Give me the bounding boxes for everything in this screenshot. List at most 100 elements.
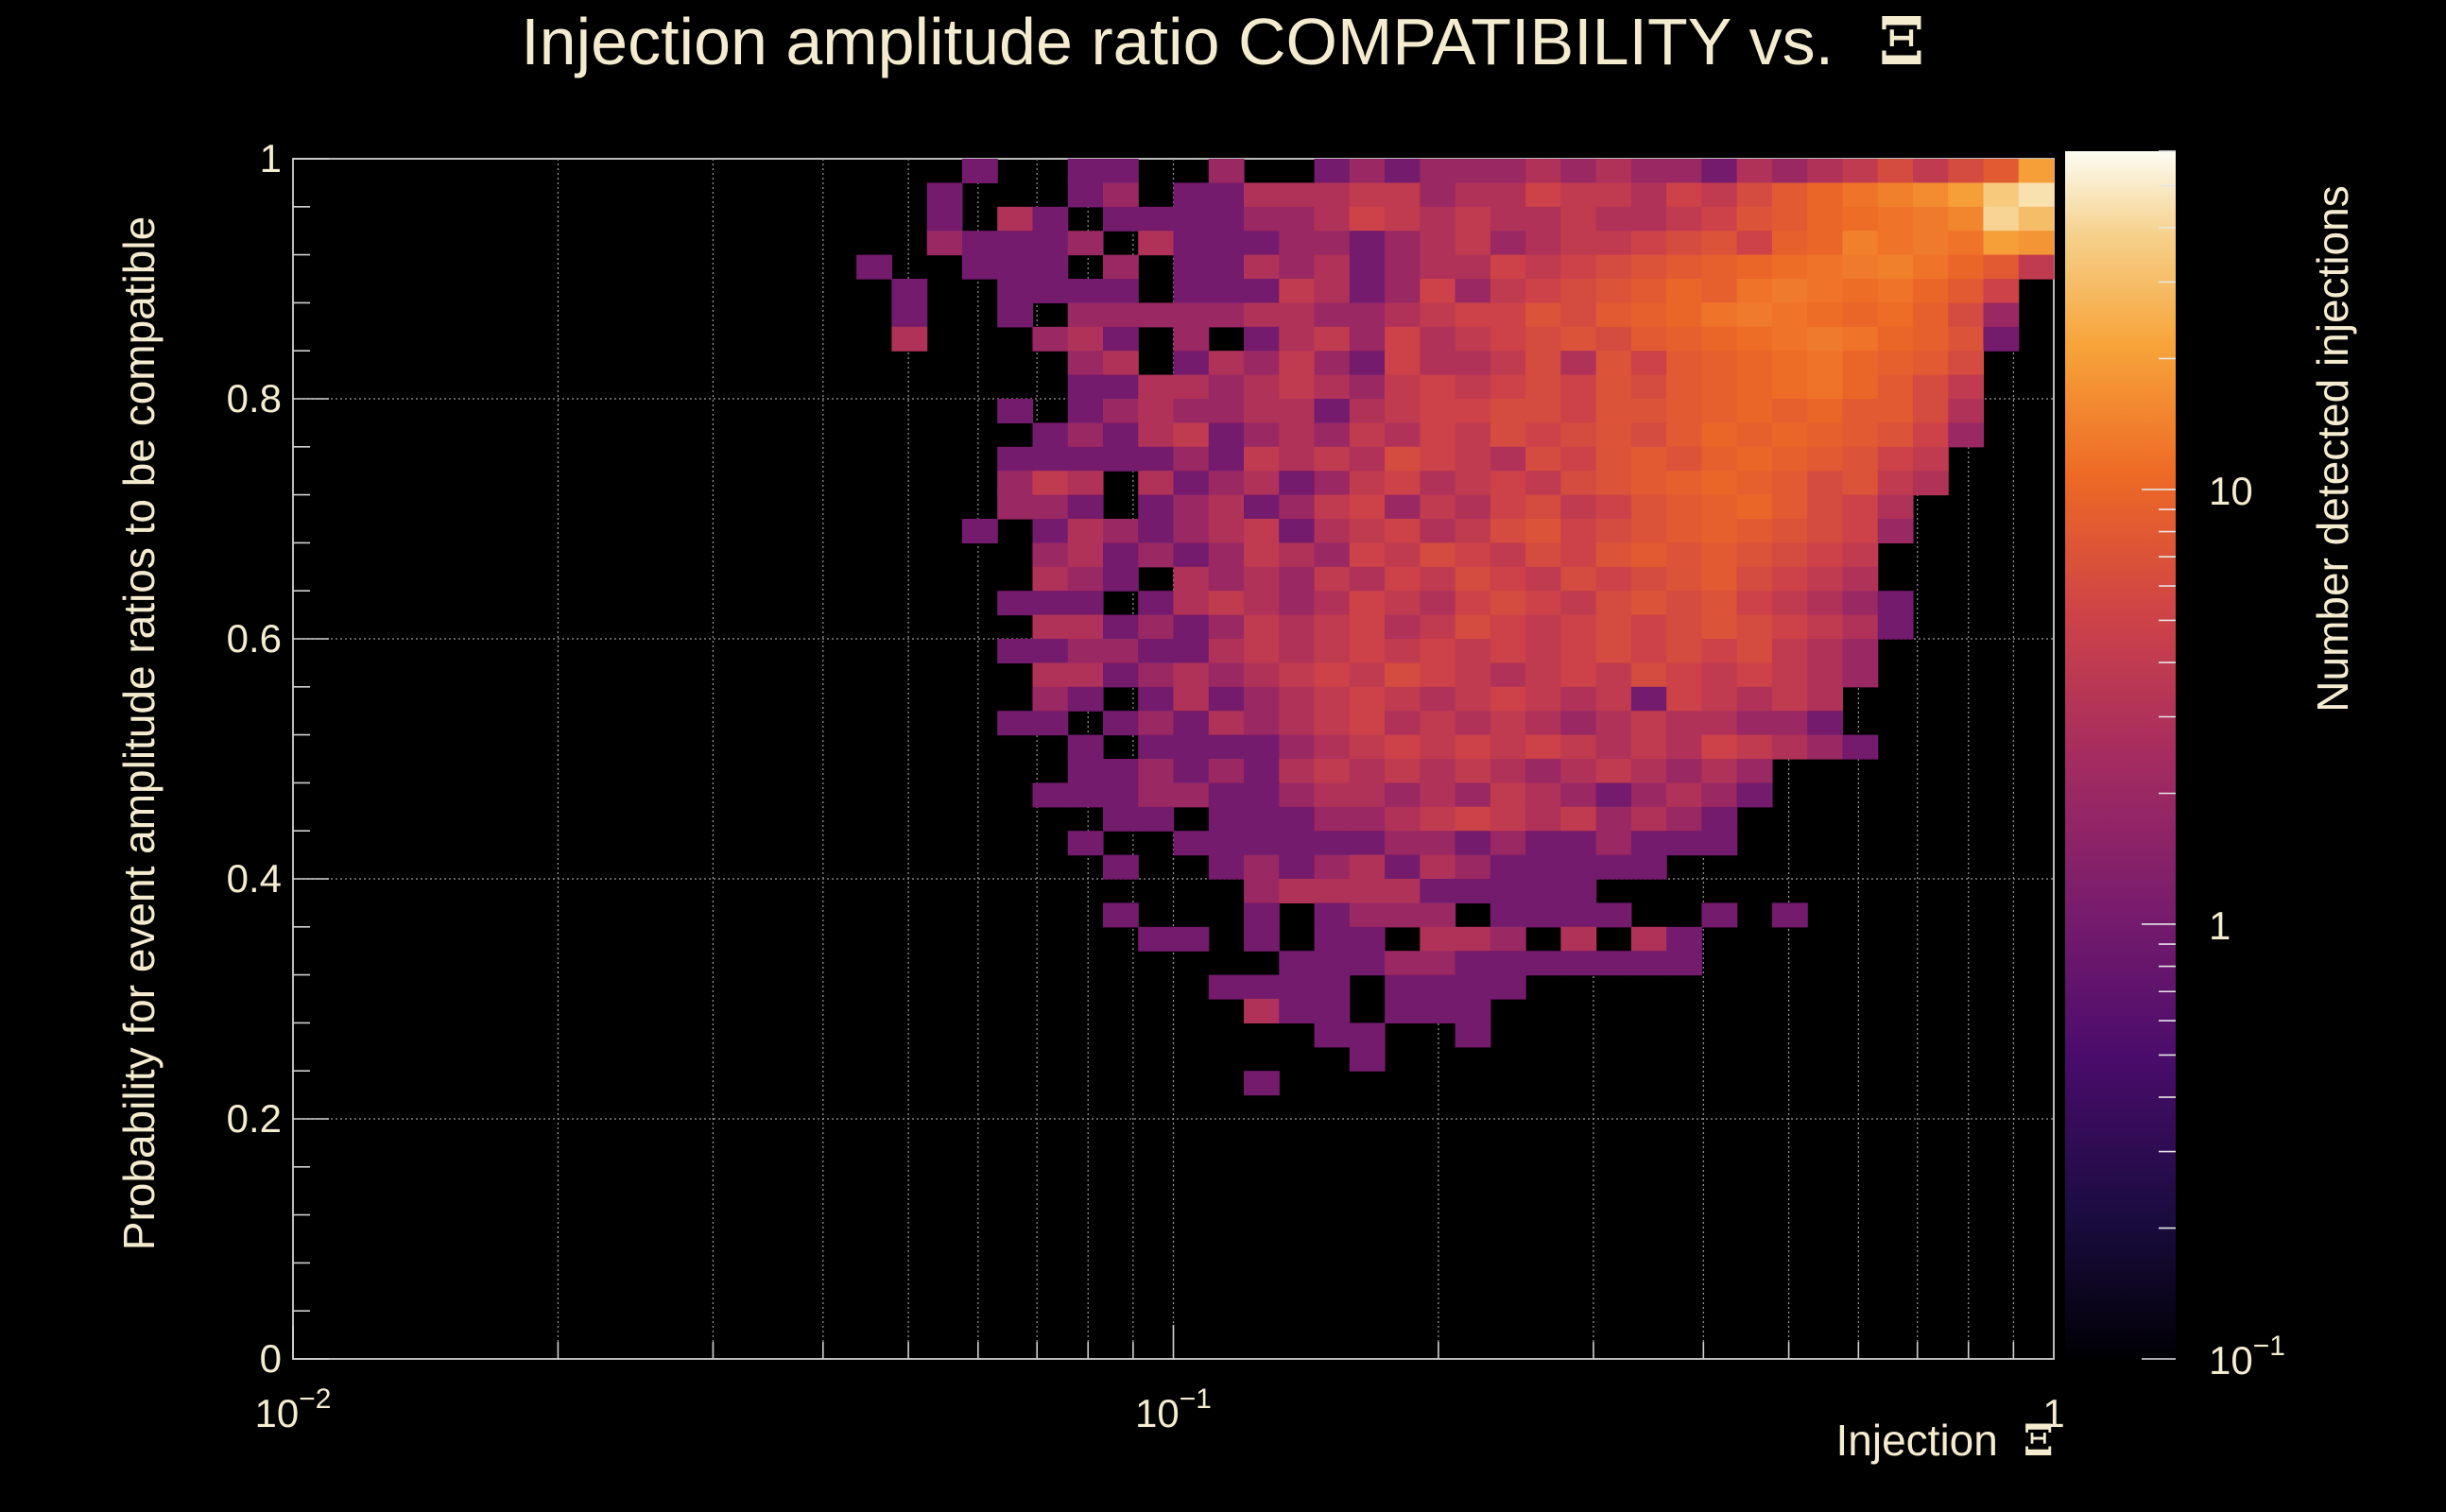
heatmap-cell	[1666, 686, 1702, 712]
y-tick-label: 0.2	[227, 1096, 282, 1141]
heatmap-cell	[1102, 902, 1139, 928]
heatmap-cell	[1244, 471, 1280, 496]
heatmap-cell	[1349, 422, 1386, 448]
heatmap-cell	[1349, 351, 1386, 376]
heatmap-cell	[1385, 711, 1421, 736]
heatmap-cell	[1032, 206, 1069, 232]
heatmap-cell	[1736, 782, 1773, 808]
heatmap-cell	[1279, 374, 1316, 400]
heatmap-cell	[1595, 519, 1632, 543]
heatmap-cell	[1877, 374, 1914, 400]
heatmap-cell	[1595, 279, 1632, 303]
heatmap-cell	[1138, 734, 1175, 760]
heatmap-cell	[1525, 831, 1561, 856]
heatmap-cell	[1385, 302, 1421, 328]
heatmap-cell	[1173, 471, 1210, 496]
heatmap-cell	[1279, 254, 1316, 280]
heatmap-cell	[1385, 782, 1421, 808]
color-bar-label: 10	[2209, 469, 2253, 513]
heatmap-cell	[1525, 422, 1561, 448]
heatmap-cell	[1102, 446, 1139, 472]
heatmap-cell	[1385, 542, 1421, 568]
heatmap-cell	[1842, 494, 1879, 520]
heatmap-cell	[1102, 542, 1139, 568]
heatmap-cell	[1842, 206, 1879, 232]
heatmap-cell	[1666, 614, 1702, 640]
heatmap-cell	[1349, 951, 1386, 976]
heatmap-cell	[1349, 734, 1386, 760]
heatmap-cell	[1349, 711, 1386, 736]
heatmap-cell	[1560, 734, 1597, 760]
heatmap-cell	[1279, 446, 1316, 472]
heatmap-cell	[1842, 662, 1879, 688]
heatmap-cell	[1877, 519, 1914, 543]
heatmap-cell	[1807, 662, 1844, 688]
y-tick-label: 0.6	[227, 616, 282, 661]
heatmap-cell	[1490, 759, 1526, 783]
heatmap-cell	[1420, 519, 1456, 543]
heatmap-cell	[1807, 446, 1844, 472]
heatmap-cell	[1490, 159, 1526, 183]
heatmap-cell	[1349, 662, 1386, 688]
heatmap-cell	[1349, 471, 1386, 496]
plot-area	[292, 158, 2055, 1360]
x-tick-label: 10−2	[255, 1383, 332, 1435]
heatmap-cell	[1630, 231, 1667, 256]
heatmap-cell	[1666, 759, 1702, 783]
heatmap-cell	[1420, 159, 1456, 183]
heatmap-cell	[1032, 782, 1069, 808]
heatmap-cell	[1067, 446, 1104, 472]
heatmap-cell	[1701, 566, 1738, 592]
color-bar-gradient	[2065, 151, 2176, 1359]
heatmap-cell	[1455, 326, 1491, 352]
heatmap-cell	[1420, 662, 1456, 688]
heatmap-cell	[1771, 302, 1808, 328]
heatmap-cell	[1173, 399, 1210, 423]
heatmap-cell	[1842, 182, 1879, 208]
heatmap-cell	[1032, 422, 1069, 448]
heatmap-cell	[1455, 854, 1491, 880]
heatmap-cell	[1173, 519, 1210, 543]
heatmap-cell	[1807, 206, 1844, 232]
heatmap-cell	[1525, 206, 1561, 232]
heatmap-cell	[2018, 182, 2055, 208]
heatmap-cell	[1067, 639, 1104, 663]
heatmap-cell	[1983, 302, 2020, 328]
heatmap-cell	[1173, 542, 1210, 568]
heatmap-cell	[1314, 182, 1351, 208]
heatmap-cell	[891, 326, 928, 352]
heatmap-cell	[856, 254, 893, 280]
color-bar-label-base: 10	[2209, 1338, 2253, 1383]
heatmap-cell	[1525, 591, 1561, 616]
heatmap-cell	[1208, 782, 1245, 808]
heatmap-cell	[1455, 231, 1491, 256]
y-tick-labels: 0 0.2 0.4 0.6 0.8 1	[227, 136, 282, 1381]
heatmap-cell	[1173, 614, 1210, 640]
heatmap-cell	[1525, 446, 1561, 472]
heatmap-cell	[1842, 254, 1879, 280]
heatmap-cell	[1771, 662, 1808, 688]
heatmap-cell	[1525, 806, 1561, 832]
heatmap-cell	[1102, 302, 1139, 328]
heatmap-cell	[1560, 591, 1597, 616]
heatmap-cell	[1455, 759, 1491, 783]
heatmap-cell	[1279, 302, 1316, 328]
color-bar-label: 1	[2209, 903, 2231, 948]
heatmap-cell	[1455, 471, 1491, 496]
heatmap-cell	[1385, 639, 1421, 663]
heatmap-cell	[1455, 806, 1491, 832]
heatmap-cell	[997, 254, 1034, 280]
heatmap-cell	[1666, 831, 1702, 856]
heatmap-cell	[926, 206, 963, 232]
heatmap-cell	[1314, 974, 1351, 1000]
heatmap-cell	[1490, 206, 1526, 232]
heatmap-cell	[1877, 206, 1914, 232]
heatmap-cell	[1666, 951, 1702, 976]
heatmap-cell	[1490, 591, 1526, 616]
heatmap-cell	[1420, 374, 1456, 400]
heatmap-cell	[1630, 374, 1667, 400]
heatmap-cell	[1173, 351, 1210, 376]
